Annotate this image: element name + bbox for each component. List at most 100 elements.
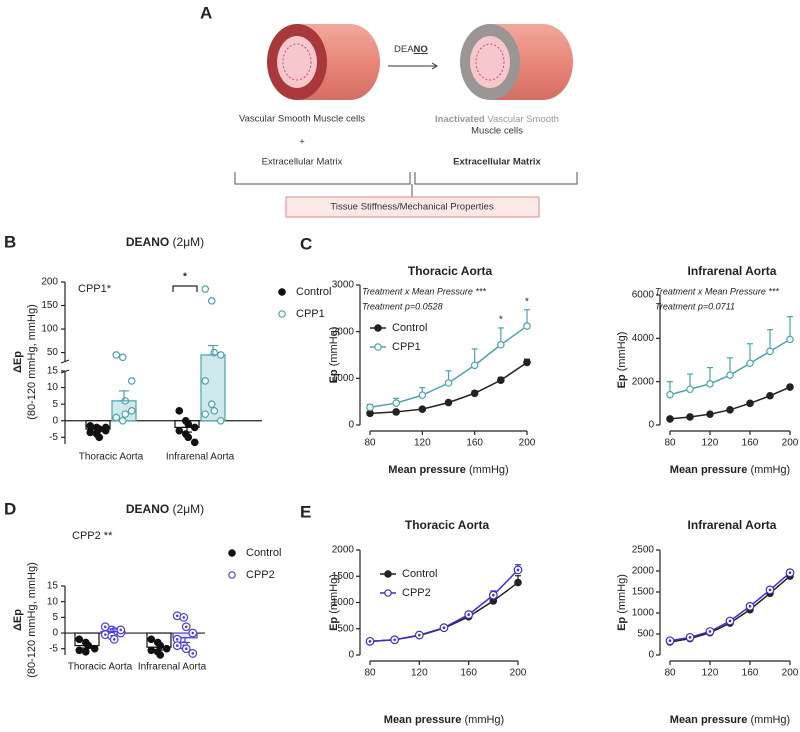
marker [392, 408, 400, 416]
series-line [669, 572, 791, 642]
x-tick-label: Infrarenal Aorta [138, 662, 207, 673]
annotation: CPP2 ** [72, 530, 113, 542]
y-tick-label: 5 [52, 612, 58, 623]
reagent-prefix: DEA [394, 44, 414, 55]
marker [81, 648, 90, 656]
marker-dot [112, 638, 116, 641]
marker [90, 644, 99, 653]
error-bar [182, 426, 192, 433]
y-tick-label: 100 [41, 324, 58, 335]
marker [184, 420, 193, 428]
y-label-note: (80-120 mmHg, mmHg) [26, 562, 38, 678]
marker-dot [175, 638, 179, 641]
error-bar [93, 428, 103, 432]
x-tick-label: 160 [742, 668, 759, 679]
marker [162, 644, 171, 653]
marker [121, 410, 130, 418]
marker [785, 568, 795, 578]
x-tick-label: 160 [466, 438, 483, 449]
marker [207, 297, 216, 305]
outcome: Tissue Stiffness/Mechanical Properties [330, 202, 493, 213]
y-label-main: Ep [328, 369, 340, 383]
marker-dot [688, 636, 692, 639]
marker-dot [467, 613, 470, 616]
title-main: DEANO [126, 502, 169, 516]
marker-dot [103, 625, 107, 629]
error-bar [154, 646, 164, 651]
x-tick-label: 120 [411, 668, 428, 679]
x-tick-label: 80 [364, 668, 376, 679]
reagent-suffix: NO [414, 44, 428, 55]
plus: + [299, 137, 305, 148]
marker [746, 399, 754, 408]
legend-label: CPP2 [402, 587, 431, 599]
y-tick-label: 10 [47, 382, 59, 393]
chart-title: Infrarenal Aorta [688, 518, 777, 532]
reagent: DEANO [394, 44, 428, 55]
y-tick-label: 0 [52, 628, 58, 639]
marker-dot [368, 640, 372, 643]
y-tick-label: 50 [47, 347, 59, 358]
y-tick-label: 1000 [332, 373, 355, 384]
marker [156, 651, 165, 659]
marker [725, 616, 735, 626]
panel-label: B [4, 232, 16, 251]
y-tick-label: 500 [637, 629, 654, 640]
marker [201, 410, 210, 418]
legend-marker [228, 549, 236, 557]
outcome-box [285, 196, 540, 218]
marker [786, 383, 794, 391]
x-label-main: Mean pressure [388, 464, 466, 476]
marker [127, 407, 136, 415]
y-label: Ep (mmHg) [616, 332, 628, 389]
marker [439, 623, 449, 633]
marker [706, 380, 714, 388]
legend-label: CPP2 [246, 569, 275, 581]
marker-dot [748, 604, 752, 608]
point-label: * [525, 296, 529, 307]
marker [726, 406, 734, 414]
x-label-main: Mean pressure [670, 714, 748, 726]
marker-dot [182, 616, 186, 619]
marker [181, 622, 191, 632]
marker [665, 636, 675, 646]
marker [765, 585, 775, 595]
y-label-note: (80-120 mmHg, mmHg) [26, 304, 38, 420]
legend-marker [374, 343, 382, 351]
marker [464, 610, 474, 619]
marker [216, 416, 225, 425]
y-tick-label: 15 [47, 366, 59, 377]
x-label-unit: (mmHg) [465, 714, 505, 726]
panel-label: E [300, 502, 311, 521]
annotation: Treatment p=0.0528 [362, 301, 443, 311]
marker-dot [442, 626, 446, 629]
x-tick-label: 80 [664, 438, 676, 449]
x-tick-label: Thoracic Aorta [79, 452, 144, 463]
marker-dot [175, 614, 179, 618]
marker [116, 625, 126, 635]
marker [101, 423, 110, 432]
y-tick-label: -5 [49, 643, 58, 654]
marker [207, 400, 216, 408]
y-tick-label: 2000 [332, 545, 355, 556]
legend-marker [384, 589, 392, 597]
y-label: ΔEp [12, 351, 24, 373]
marker [365, 636, 375, 646]
marker [523, 358, 531, 367]
y-tick-label: 2000 [632, 566, 655, 577]
y-label-main: Ep [616, 374, 628, 388]
marker [175, 407, 184, 415]
marker [75, 635, 84, 644]
annotation: CPP1* [78, 283, 112, 295]
y-tick-label: 10 [47, 596, 59, 607]
series-line [669, 575, 791, 643]
annotation: Treatment x Mean Pressure *** [655, 286, 779, 296]
marker [201, 377, 210, 385]
legend-label: Control [402, 568, 437, 580]
x-tick-label: 200 [510, 668, 527, 679]
marker-dot [418, 633, 421, 637]
marker-dot [516, 568, 520, 572]
marker-dot [191, 631, 195, 635]
y-tick-label: 2000 [332, 326, 355, 337]
marker [147, 646, 156, 655]
